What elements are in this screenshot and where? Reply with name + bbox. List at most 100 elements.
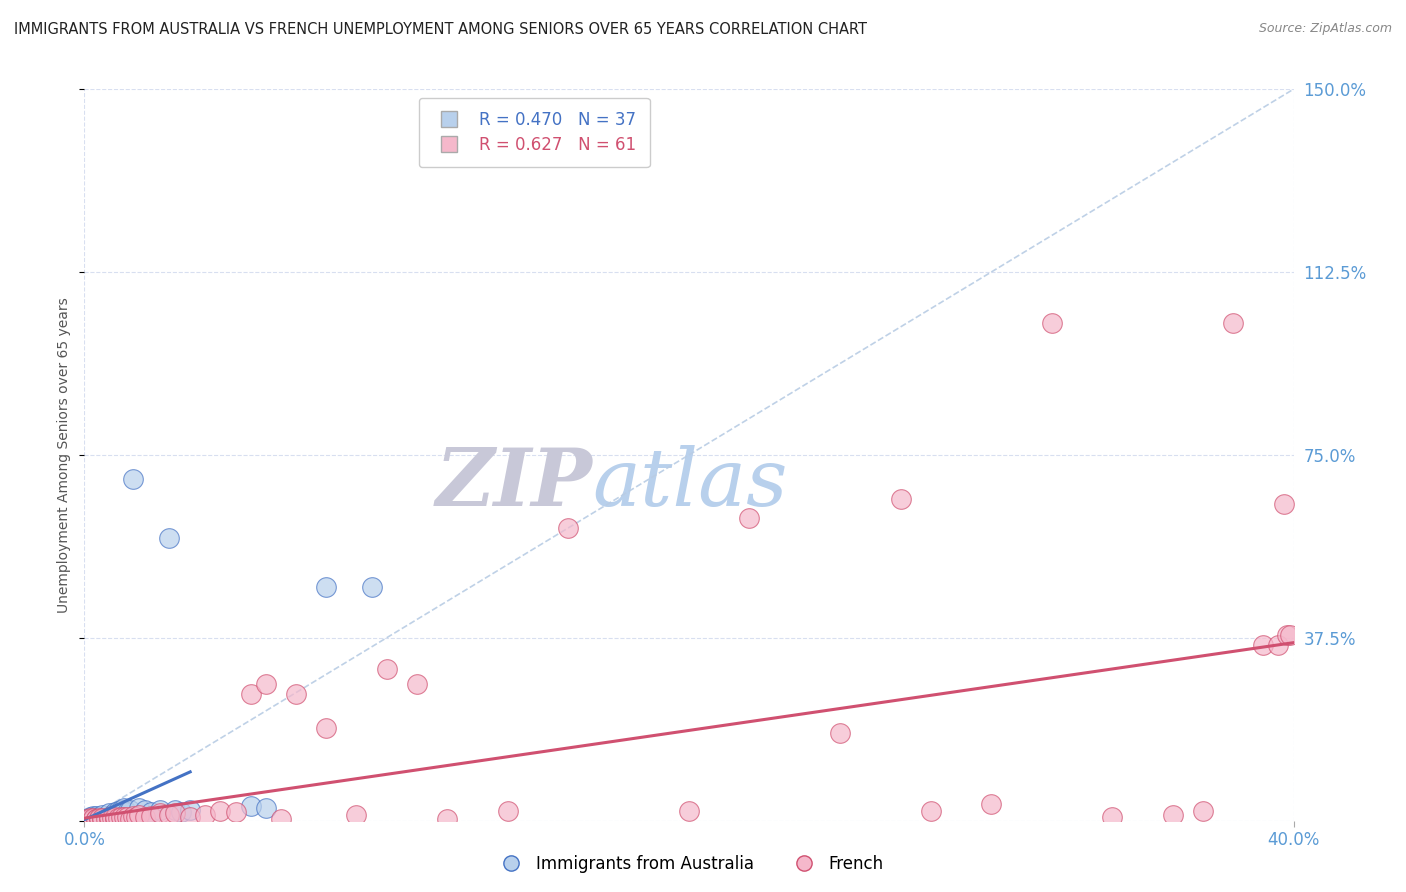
Point — [436, 812, 458, 826]
Point — [118, 812, 141, 826]
Point — [115, 805, 138, 819]
Point — [79, 812, 101, 826]
Point — [149, 806, 172, 821]
Point — [89, 811, 111, 825]
Point — [97, 806, 120, 821]
Point — [79, 811, 101, 825]
Point — [1267, 638, 1289, 652]
Point — [86, 812, 108, 826]
Point — [79, 812, 101, 826]
Point — [678, 804, 700, 818]
Point — [285, 687, 308, 701]
Point — [1277, 628, 1299, 642]
Point — [89, 813, 111, 827]
Point — [346, 807, 368, 822]
Point — [91, 812, 114, 826]
Point — [1274, 497, 1296, 511]
Point — [1253, 638, 1275, 652]
Point — [115, 810, 138, 824]
Legend: Immigrants from Australia, French: Immigrants from Australia, French — [488, 848, 890, 880]
Point — [97, 810, 120, 824]
Point — [980, 797, 1002, 811]
Point — [107, 811, 129, 825]
Point — [315, 721, 337, 735]
Point — [165, 803, 187, 817]
Legend: R = 0.470   N = 37, R = 0.627   N = 61: R = 0.470 N = 37, R = 0.627 N = 61 — [419, 97, 650, 167]
Point — [118, 803, 141, 817]
Point — [91, 807, 114, 822]
Point — [738, 511, 761, 525]
Y-axis label: Unemployment Among Seniors over 65 years: Unemployment Among Seniors over 65 years — [58, 297, 72, 613]
Point — [82, 812, 104, 826]
Point — [110, 803, 132, 817]
Point — [94, 811, 117, 825]
Point — [89, 810, 111, 824]
Point — [270, 812, 292, 826]
Point — [890, 491, 912, 506]
Point — [149, 803, 172, 817]
Point — [254, 677, 277, 691]
Point — [110, 810, 132, 824]
Point — [157, 807, 180, 822]
Point — [1040, 316, 1063, 330]
Point — [91, 811, 114, 825]
Text: ZIP: ZIP — [436, 445, 592, 523]
Point — [139, 809, 162, 823]
Point — [89, 812, 111, 826]
Point — [121, 472, 143, 486]
Point — [97, 812, 120, 826]
Text: atlas: atlas — [592, 445, 787, 523]
Text: IMMIGRANTS FROM AUSTRALIA VS FRENCH UNEMPLOYMENT AMONG SENIORS OVER 65 YEARS COR: IMMIGRANTS FROM AUSTRALIA VS FRENCH UNEM… — [14, 22, 868, 37]
Point — [179, 810, 201, 824]
Point — [94, 812, 117, 826]
Point — [134, 803, 156, 817]
Point — [254, 801, 277, 815]
Point — [82, 811, 104, 825]
Point — [128, 807, 150, 822]
Point — [157, 531, 180, 545]
Point — [239, 799, 262, 814]
Point — [406, 677, 429, 691]
Point — [100, 807, 122, 822]
Point — [86, 809, 108, 823]
Point — [1192, 804, 1215, 818]
Point — [557, 521, 579, 535]
Point — [194, 807, 217, 822]
Point — [104, 805, 127, 819]
Point — [82, 812, 104, 826]
Point — [179, 803, 201, 817]
Point — [1161, 807, 1184, 822]
Point — [82, 809, 104, 823]
Point — [496, 804, 519, 818]
Point — [76, 812, 98, 826]
Point — [315, 580, 337, 594]
Point — [170, 805, 193, 819]
Point — [86, 812, 108, 826]
Point — [107, 804, 129, 818]
Point — [125, 810, 148, 824]
Point — [86, 812, 108, 826]
Point — [165, 806, 187, 821]
Point — [375, 663, 398, 677]
Point — [79, 810, 101, 824]
Point — [239, 687, 262, 701]
Point — [920, 804, 942, 818]
Point — [1222, 316, 1244, 330]
Point — [830, 726, 852, 740]
Point — [112, 801, 135, 815]
Point — [91, 812, 114, 826]
Point — [121, 809, 143, 823]
Point — [360, 580, 382, 594]
Point — [1279, 628, 1302, 642]
Point — [128, 801, 150, 815]
Point — [209, 804, 232, 818]
Point — [134, 810, 156, 824]
Point — [100, 811, 122, 825]
Point — [112, 810, 135, 824]
Point — [89, 812, 111, 826]
Point — [104, 812, 127, 826]
Point — [225, 805, 247, 819]
Point — [1101, 810, 1123, 824]
Point — [139, 805, 162, 819]
Point — [86, 811, 108, 825]
